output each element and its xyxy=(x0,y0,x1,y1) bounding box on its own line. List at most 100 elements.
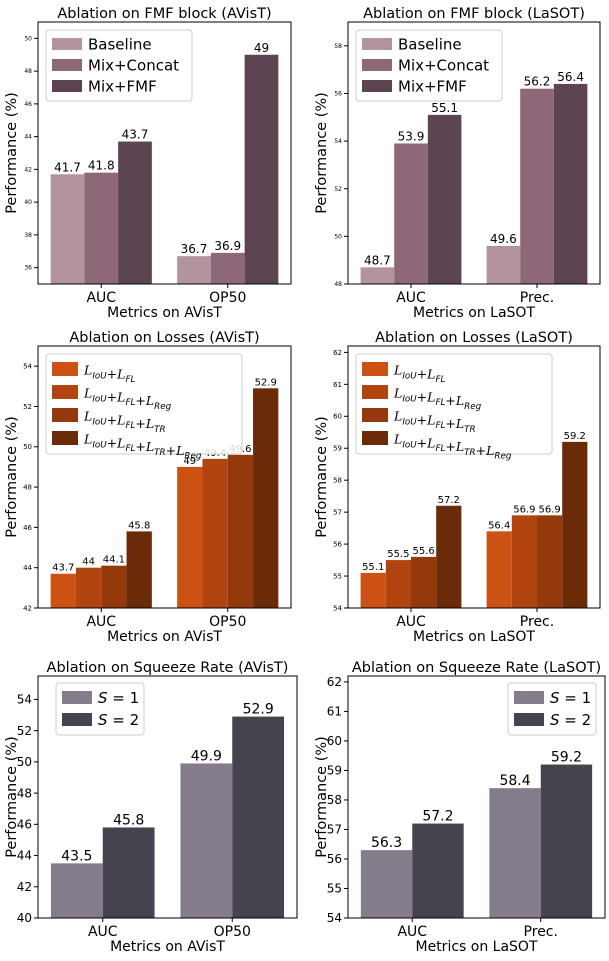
legend-box xyxy=(355,353,553,455)
y-tick-label: 52 xyxy=(23,403,32,411)
bar-op50-series-2 xyxy=(232,716,285,918)
chart-panel-5: Ablation on Squeeze Rate (AVisT) 43.5 45.8… xyxy=(4,660,298,955)
bar-prec-series-1 xyxy=(486,245,521,284)
legend-label: LIoU+LFL+LTR+LReg xyxy=(83,432,202,462)
bar-op50-series-2 xyxy=(210,252,245,284)
bar-value-label: 45.8 xyxy=(113,812,144,828)
chart-panel-6: Ablation on Squeeze Rate (LaSOT) 56.3 57.2… xyxy=(314,660,606,955)
y-tick-label: 55 xyxy=(327,882,342,896)
bar-op50-series-2 xyxy=(202,458,228,608)
y-tick-label: 57 xyxy=(327,823,342,837)
y-tick-label: 48 xyxy=(24,68,32,75)
y-tick-label: 58 xyxy=(333,477,342,485)
x-tick-label: AUC xyxy=(86,614,116,630)
y-tick-label: 42 xyxy=(23,604,32,612)
bar-prec-series-4 xyxy=(562,441,588,608)
legend-swatch xyxy=(362,80,392,92)
bar-auc-series-2 xyxy=(84,172,119,284)
bar-value-label: 53.9 xyxy=(398,129,425,143)
y-tick-label: 58 xyxy=(334,43,342,50)
bar-value-label: 41.8 xyxy=(88,159,115,173)
y-tick-label: 48 xyxy=(17,786,32,800)
bar-prec-series-2 xyxy=(520,88,554,284)
plot-frame xyxy=(347,21,601,285)
y-tick-label: 48 xyxy=(334,281,342,288)
bar-value-label: 44 xyxy=(82,557,95,568)
legend-swatch xyxy=(514,691,544,704)
bar-auc-series-2 xyxy=(394,143,428,284)
bar-op50-series-1 xyxy=(180,763,233,918)
legend-label: LIoU+LFL xyxy=(393,363,445,386)
plot-frame xyxy=(37,21,292,285)
bar-value-label: 52.9 xyxy=(255,377,277,388)
y-tick-label: 50 xyxy=(334,233,342,240)
bar-value-label: 56.4 xyxy=(557,70,584,84)
y-tick-label: 52 xyxy=(17,724,32,738)
y-tick-label: 40 xyxy=(17,911,32,925)
legend-swatch xyxy=(52,408,78,422)
bar-value-label: 48.7 xyxy=(364,253,391,267)
bar-prec-series-2 xyxy=(540,764,593,918)
y-axis-label: Performance (%) xyxy=(4,416,20,538)
x-tick-label: AUC xyxy=(396,290,426,306)
bar-auc-series-2 xyxy=(75,567,102,608)
y-tick-label: 56 xyxy=(334,91,342,98)
legend-label: LIoU+LFL+LTR xyxy=(393,409,476,435)
y-axis-label: Performance (%) xyxy=(314,416,330,538)
y-tick-label: 61 xyxy=(333,381,342,389)
legend-swatch xyxy=(62,691,92,704)
bar-value-label: 43.5 xyxy=(61,848,92,864)
y-tick-label: 42 xyxy=(24,166,32,173)
plot-frame xyxy=(347,675,606,919)
y-tick-label: 55 xyxy=(333,572,342,580)
bar-value-label: 59.2 xyxy=(564,431,586,442)
y-tick-label: 58 xyxy=(327,793,342,807)
bar-value-label: 56.9 xyxy=(513,504,535,515)
y-axis-label: Performance (%) xyxy=(314,92,330,214)
bar-value-label: 49 xyxy=(254,41,269,55)
legend-label: LIoU+LFL+LReg xyxy=(83,386,172,412)
bar-value-label: 55.1 xyxy=(362,562,384,573)
legend-label: S = 1 xyxy=(98,689,139,707)
plot-frame xyxy=(37,345,292,609)
legend-swatch xyxy=(62,713,92,726)
chart-title: Ablation on Losses (AVisT) xyxy=(69,330,259,346)
x-tick-label: OP50 xyxy=(209,290,246,306)
chart-panel-4: Ablation on Losses (LaSOT) 55.155.5 55.6 57… xyxy=(314,330,601,645)
legend-label: S = 1 xyxy=(550,689,591,707)
bar-value-label: 49.9 xyxy=(191,748,222,764)
bar-value-label: 43.7 xyxy=(52,563,74,574)
chart-panel-1: Ablation on FMF block (AVisT) 41.7 41.8 43.… xyxy=(4,6,292,321)
bar-value-label: 57.2 xyxy=(422,809,453,825)
bar-value-label: 36.7 xyxy=(181,242,208,256)
y-tick-label: 54 xyxy=(23,363,32,371)
bar-prec-series-2 xyxy=(511,515,537,608)
x-axis-label: Metrics on LaSOT xyxy=(416,939,538,955)
y-tick-label: 61 xyxy=(327,705,342,719)
bar-value-label: 52.9 xyxy=(243,702,274,718)
bar-value-label: 56.4 xyxy=(488,520,510,531)
y-tick-label: 60 xyxy=(327,734,342,748)
y-tick-label: 54 xyxy=(17,693,32,707)
y-tick-label: 59 xyxy=(327,764,342,778)
y-tick-label: 40 xyxy=(24,199,32,206)
bar-op50-series-4 xyxy=(253,388,279,608)
legend: S = 1 S = 2 xyxy=(55,682,145,736)
legend-swatch xyxy=(514,713,544,726)
y-tick-label: 44 xyxy=(17,849,32,863)
chart-title: Ablation on Losses (LaSOT) xyxy=(375,330,573,346)
legend-box xyxy=(355,29,503,102)
y-tick-label: 48 xyxy=(23,484,32,492)
bar-prec-series-1 xyxy=(486,531,512,608)
legend-swatch xyxy=(52,385,78,399)
chart-panel-2: Ablation on FMF block (LaSOT) 48.7 53.9 55.… xyxy=(314,6,601,321)
y-tick-label: 44 xyxy=(24,134,32,141)
y-tick-label: 62 xyxy=(327,675,342,689)
bar-value-label: 57.2 xyxy=(438,495,460,506)
x-tick-label: Prec. xyxy=(520,290,554,306)
bar-value-label: 49.6 xyxy=(490,232,517,246)
bar-value-label: 58.4 xyxy=(499,773,530,789)
plot-frame xyxy=(347,345,601,609)
y-tick-label: 56 xyxy=(333,541,342,549)
legend-swatch xyxy=(362,431,388,445)
